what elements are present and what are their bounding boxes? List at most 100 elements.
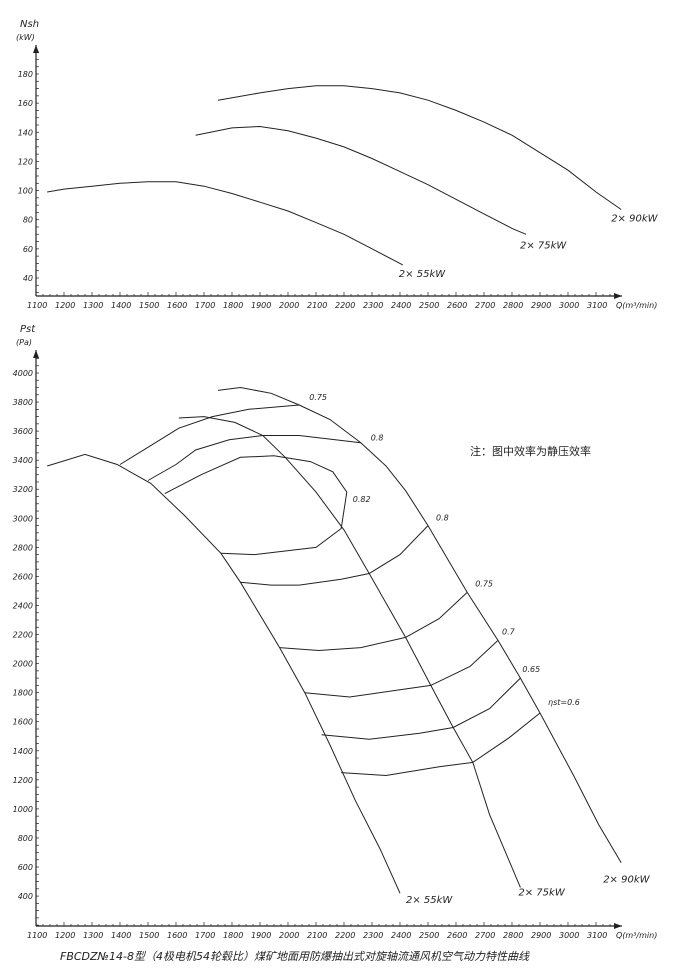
x-tick-label: 3000: [559, 931, 579, 940]
y-tick-label: 3600: [13, 427, 33, 436]
x-tick-label: 2500: [419, 931, 439, 940]
y-tick-label: 3800: [13, 398, 33, 407]
x-tick-label: 1700: [195, 931, 215, 940]
x-tick-label: 2200: [335, 931, 355, 940]
y-tick-label: 3000: [13, 514, 33, 523]
efficiency-label: 0.82: [353, 495, 371, 504]
x-tick-label: 2300: [363, 301, 383, 310]
x-tick-label: 3100: [587, 931, 607, 940]
x-tick-label: 2100: [307, 301, 327, 310]
power-curve-3: [217, 386, 622, 863]
x-tick-label: 1400: [111, 301, 131, 310]
x-tick-label: 2800: [503, 301, 523, 310]
series-label: 2× 75kW: [520, 240, 567, 251]
efficiency-curve: [304, 640, 499, 698]
y-tick-label: 180: [18, 70, 33, 79]
y-tick-label: 120: [18, 157, 33, 166]
x-tick-label: 2500: [419, 301, 439, 310]
efficiency-label: 0.65: [522, 665, 540, 674]
x-tick-label: 1500: [139, 301, 159, 310]
y-tick-label: 400: [18, 892, 33, 901]
power-curve-1: [47, 453, 401, 894]
x-tick-label: 1500: [139, 931, 159, 940]
x-tick-label: 2200: [335, 301, 355, 310]
y-tick-label: 100: [18, 187, 33, 196]
x-axis-label: Q(m³/min): [616, 931, 657, 940]
x-tick-label: 2900: [531, 931, 551, 940]
x-axis-arrow-icon: [614, 293, 622, 299]
y-tick-label: 1200: [13, 776, 33, 785]
y-axis-label: Pst: [20, 324, 36, 335]
x-tick-label: 2900: [531, 301, 551, 310]
efficiency-curve: [341, 712, 541, 777]
y-tick-label: 140: [18, 128, 33, 137]
x-tick-label: 3100: [587, 301, 607, 310]
series-label: 2× 90kW: [603, 875, 650, 886]
efficiency-curve: [321, 677, 521, 740]
x-tick-label: 1900: [251, 301, 271, 310]
x-tick-label: 2700: [475, 931, 495, 940]
y-tick-label: 1800: [13, 689, 33, 698]
series-label: 2× 75kW: [518, 887, 565, 898]
efficiency-curve: [119, 404, 300, 465]
x-tick-label: 1200: [55, 931, 75, 940]
x-tick-label: 1800: [223, 931, 243, 940]
y-tick-label: 40: [23, 274, 33, 283]
series-label: 2× 55kW: [399, 269, 446, 280]
y-tick-label: 4000: [13, 369, 33, 378]
efficiency-curve: [147, 435, 361, 481]
x-tick-label: 2700: [475, 301, 495, 310]
y-tick-label: 2800: [13, 543, 33, 552]
x-tick-label: 1400: [111, 931, 131, 940]
x-tick-label: 1900: [251, 931, 271, 940]
series-label: 2× 55kW: [406, 895, 453, 906]
y-tick-label: 1400: [13, 747, 33, 756]
x-tick-label: 2000: [279, 301, 299, 310]
y-axis-arrow-icon: [33, 350, 39, 358]
x-tick-label: 1300: [83, 301, 103, 310]
y-tick-label: 1000: [13, 805, 33, 814]
y-tick-label: 2400: [13, 601, 33, 610]
x-tick-label: 2600: [447, 931, 467, 940]
x-tick-label: 2400: [391, 301, 411, 310]
y-tick-label: 3200: [13, 485, 33, 494]
x-axis-label: Q(m³/min): [616, 301, 657, 310]
y-axis-arrow-icon: [33, 45, 39, 53]
x-tick-label: 1300: [83, 931, 103, 940]
static-pressure-chart: 1100 1200 1300 1400 1500 1600 1700 1800 1900 2000…: [13, 324, 658, 940]
efficiency-label: 0.75: [475, 579, 493, 588]
efficiency-label: 0.75: [309, 393, 327, 402]
x-axis-arrow-icon: [614, 923, 622, 929]
x-tick-label: 2800: [503, 931, 523, 940]
y-tick-label: 60: [23, 245, 33, 254]
efficiency-label: ηst=0.6: [548, 698, 580, 707]
x-tick-label: 1600: [167, 301, 187, 310]
efficiency-note: 注：图中效率为静压效率: [470, 444, 591, 458]
y-tick-label: 3400: [13, 456, 33, 465]
y-axis-label: Nsh: [20, 19, 39, 30]
x-tick-label: 2100: [307, 931, 327, 940]
chart-caption: FBCDZ№14-8型（4极电机54轮毂比）煤矿地面用防爆抽出式对旋轴流通风机空…: [60, 950, 530, 963]
series-label: 2× 90kW: [611, 214, 658, 225]
efficiency-curve: [164, 455, 348, 556]
x-tick-label: 2600: [447, 301, 467, 310]
x-tick-label: 1100: [27, 301, 47, 310]
power-curve-1: [47, 181, 404, 266]
y-tick-label: 80: [23, 216, 33, 225]
y-tick-label: 600: [18, 863, 33, 872]
efficiency-curve: [279, 592, 468, 652]
efficiency-label: 0.8: [436, 514, 449, 523]
x-tick-label: 1100: [27, 931, 47, 940]
y-axis-unit: (Pa): [16, 338, 32, 347]
power-curve-2: [195, 125, 527, 235]
shaft-power-chart: 1100 1200 1300 1400 1500 1600 1700 1800 1900 2000…: [16, 19, 659, 310]
y-tick-label: 800: [18, 834, 33, 843]
y-tick-label: 160: [18, 99, 33, 108]
y-tick-label: 2000: [13, 660, 33, 669]
efficiency-curve: [240, 525, 429, 586]
x-tick-label: 2000: [279, 931, 299, 940]
x-tick-label: 1700: [195, 301, 215, 310]
y-tick-label: 2200: [13, 631, 33, 640]
y-axis-unit: (kW): [16, 33, 35, 42]
